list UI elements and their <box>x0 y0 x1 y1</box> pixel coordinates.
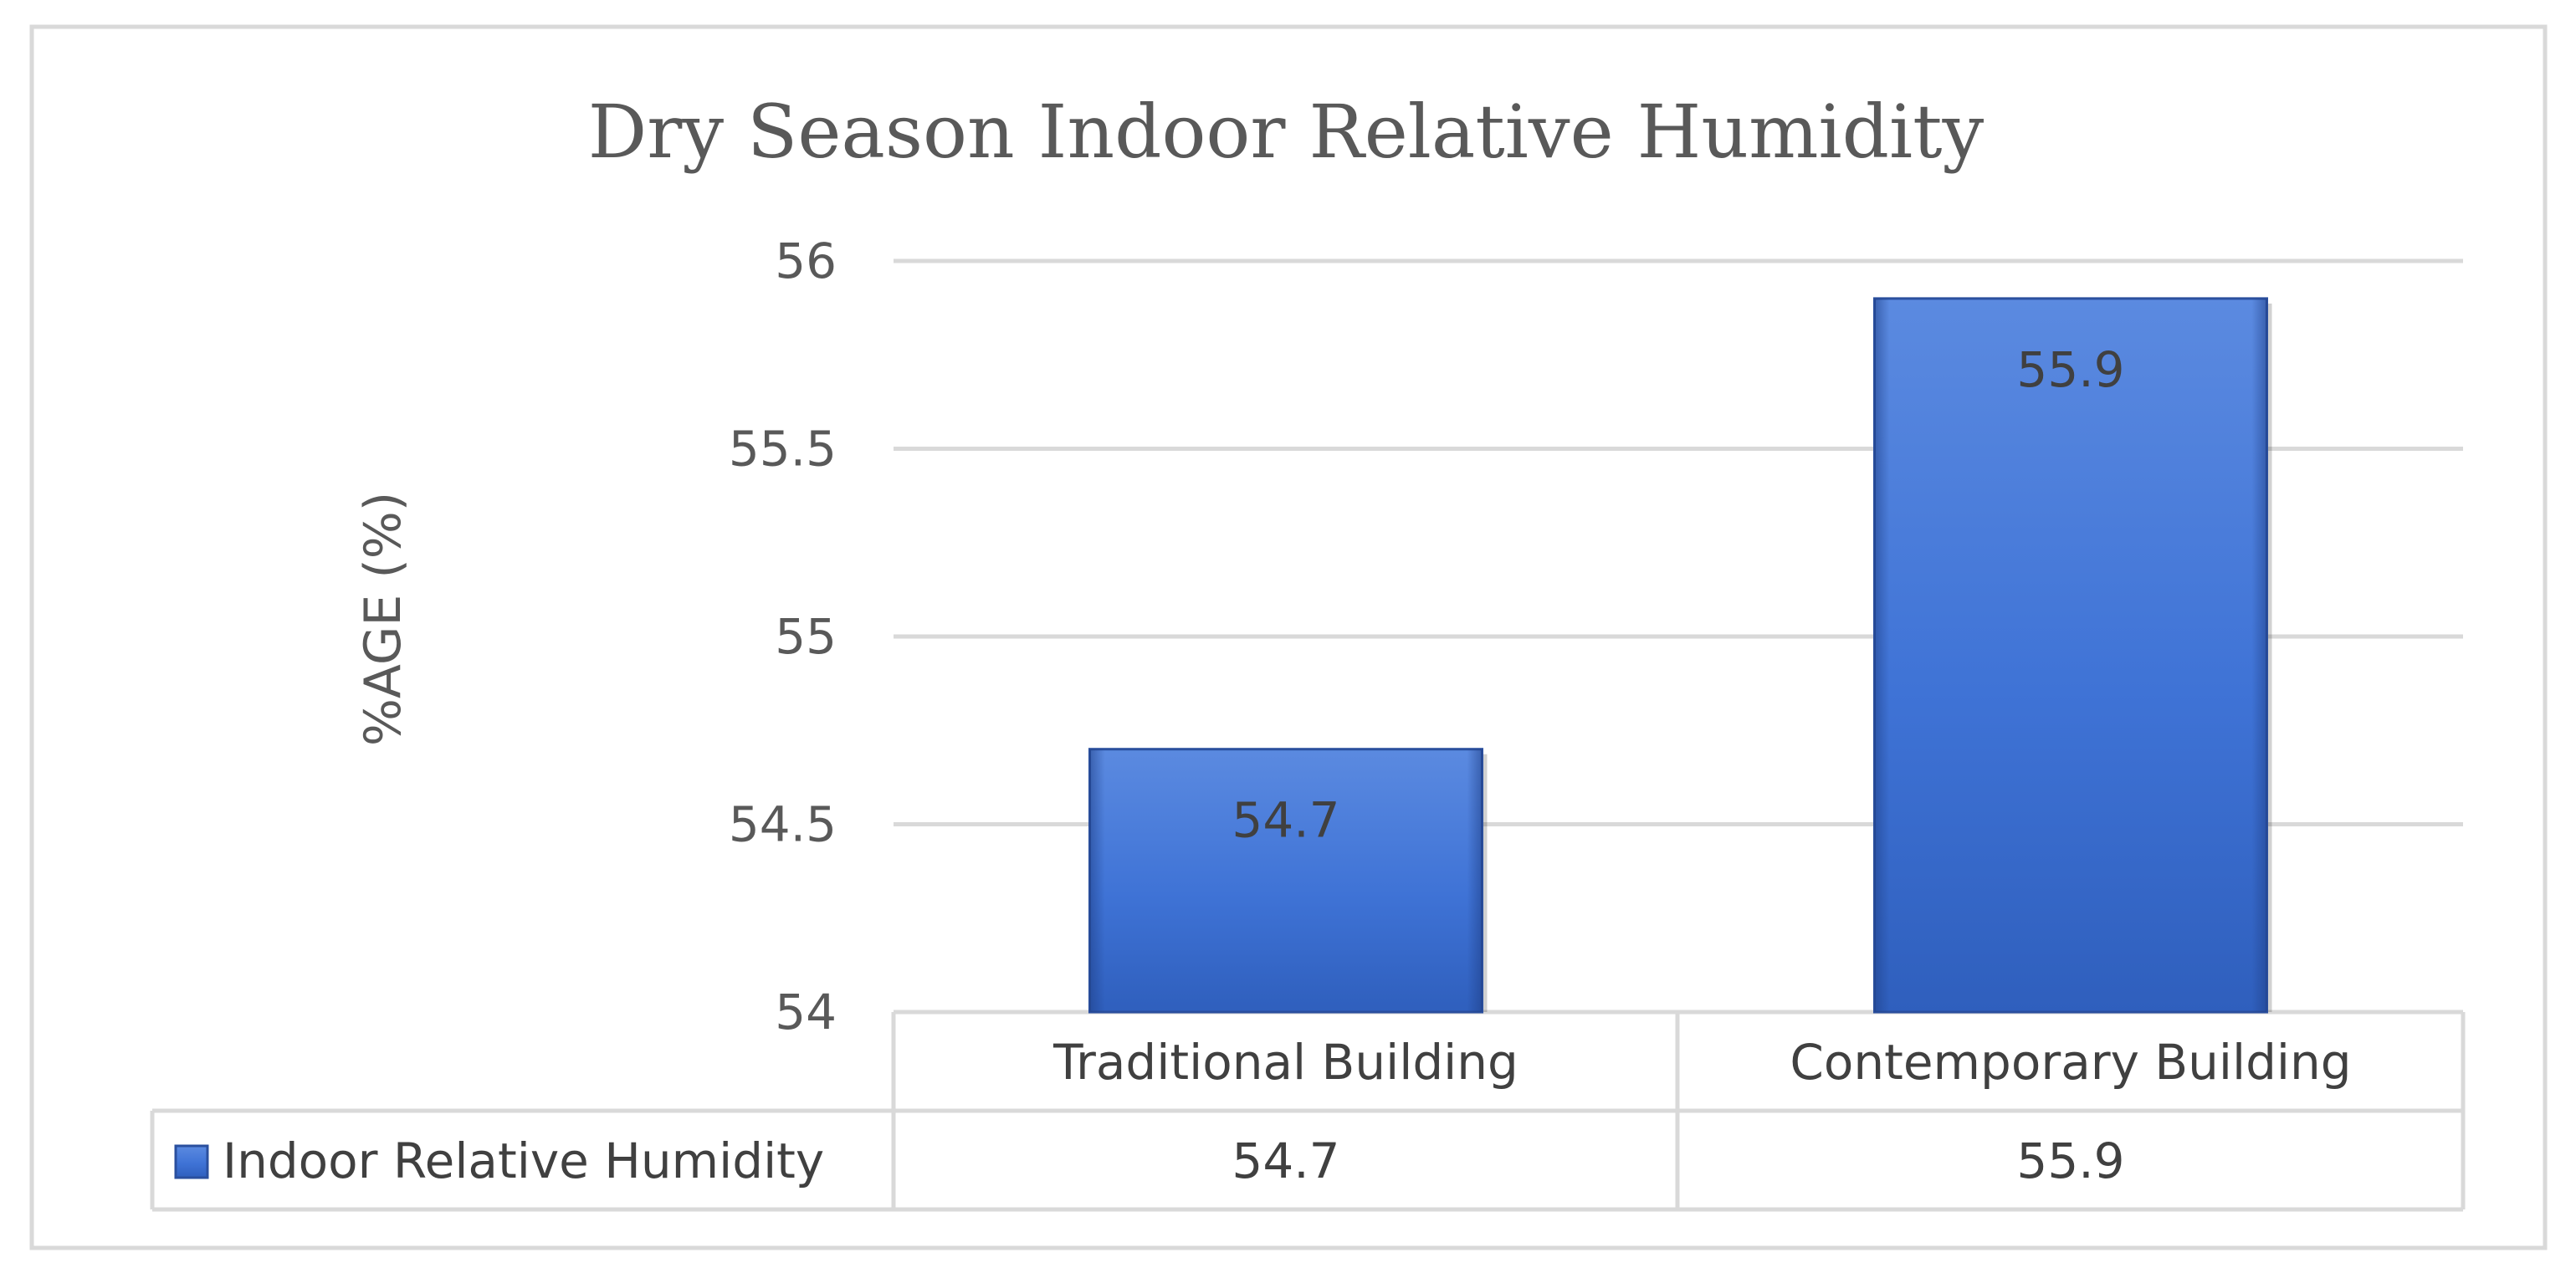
chart-title: Dry Season Indoor Relative Humidity <box>588 89 1984 175</box>
y-tick-label: 55.5 <box>729 421 837 478</box>
bar-bevel-left <box>1874 298 1890 1012</box>
bars <box>1088 297 2272 1014</box>
table-value: 54.7 <box>1232 1132 1339 1189</box>
data-label: 55.9 <box>2016 341 2124 398</box>
legend-label: Indoor Relative Humidity <box>223 1132 824 1189</box>
table-value: 55.9 <box>2016 1132 2124 1189</box>
y-tick-label: 56 <box>775 233 837 289</box>
x-tick-label: Traditional Building <box>1052 1034 1518 1091</box>
bar-bevel-right <box>2251 298 2267 1012</box>
x-tick-label: Contemporary Building <box>1790 1034 2351 1091</box>
data-label: 54.7 <box>1232 792 1339 849</box>
bar <box>1873 297 2272 1014</box>
bar-body <box>1088 748 1483 1014</box>
y-tick-label: 55 <box>775 608 837 665</box>
y-axis-title: %AGE (%) <box>354 492 412 746</box>
bar-bevel-left <box>1089 749 1105 1012</box>
data-table: Traditional Building Contemporary Buildi… <box>150 1012 2466 1212</box>
legend-key <box>174 1144 209 1179</box>
y-axis-ticks: 54 54.5 55 55.5 56 <box>729 233 837 1040</box>
y-tick-label: 54 <box>775 984 837 1040</box>
data-labels: 54.7 55.9 <box>1232 341 2124 849</box>
bar-bevel-right <box>1467 749 1483 1012</box>
bar-body <box>1873 297 2268 1014</box>
bar <box>1088 748 1488 1014</box>
y-tick-label: 54.5 <box>729 796 837 853</box>
